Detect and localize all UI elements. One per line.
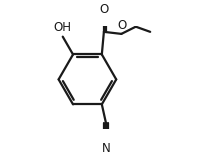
Text: O: O	[99, 3, 109, 16]
Text: OH: OH	[53, 21, 71, 34]
Text: N: N	[102, 142, 110, 155]
Text: O: O	[118, 19, 127, 32]
